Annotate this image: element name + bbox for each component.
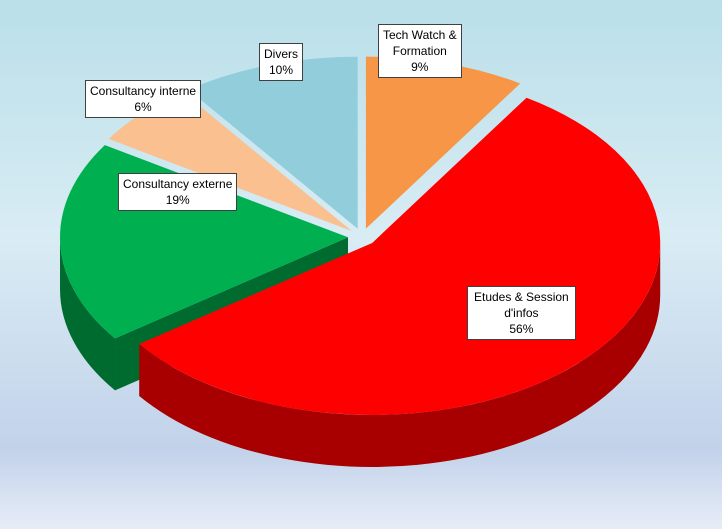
pie-side-etudes	[139, 242, 661, 467]
data-label-consultancy-externe: Consultancy externe 19%	[118, 173, 238, 211]
label-line: Divers	[264, 47, 299, 61]
label-line: d'infos	[504, 306, 539, 320]
pie-slice-tech-watch	[365, 56, 521, 229]
label-line: Tech Watch &	[383, 28, 457, 42]
data-label-consultancy-interne: Consultancy interne 6%	[85, 80, 202, 118]
pie-slice-divers	[188, 56, 358, 229]
data-label-divers: Divers 10%	[259, 43, 304, 81]
data-label-etudes: Etudes & Session d'infos 56%	[467, 286, 576, 340]
data-label-tech-watch: Tech Watch & Formation 9%	[378, 24, 462, 78]
label-value: 10%	[268, 63, 294, 77]
label-value: 56%	[509, 322, 534, 336]
label-line: Consultancy interne	[90, 84, 197, 98]
label-value: 19%	[165, 193, 190, 207]
label-value: 6%	[134, 100, 152, 114]
label-line: Formation	[392, 44, 447, 58]
label-line: Etudes & Session	[474, 290, 569, 304]
label-line: Consultancy externe	[123, 177, 233, 191]
pie-slice-consultancy-interne	[108, 91, 352, 232]
label-value: 9%	[411, 60, 429, 74]
pie-side-consultancy-externe	[60, 237, 116, 391]
